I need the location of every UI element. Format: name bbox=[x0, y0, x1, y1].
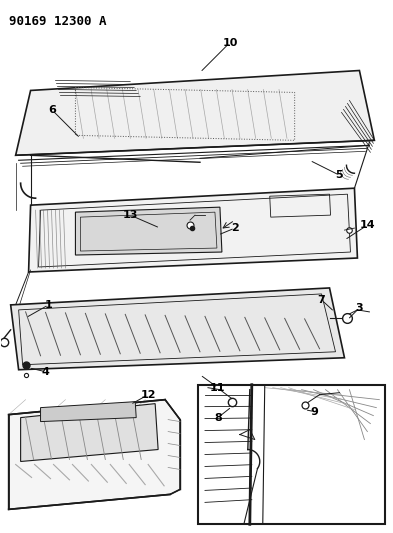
Polygon shape bbox=[20, 403, 158, 462]
Text: 9: 9 bbox=[310, 407, 318, 417]
Polygon shape bbox=[40, 402, 136, 422]
Polygon shape bbox=[29, 188, 357, 272]
Text: 11: 11 bbox=[210, 383, 226, 393]
Text: 5: 5 bbox=[336, 170, 343, 180]
Text: 10: 10 bbox=[222, 38, 238, 47]
Text: 2: 2 bbox=[231, 223, 239, 233]
Polygon shape bbox=[11, 288, 345, 370]
Text: 3: 3 bbox=[356, 303, 363, 313]
Text: 8: 8 bbox=[214, 413, 222, 423]
Text: 12: 12 bbox=[140, 390, 156, 400]
Text: 90169 12300 A: 90169 12300 A bbox=[9, 15, 106, 28]
Text: 14: 14 bbox=[360, 220, 375, 230]
Polygon shape bbox=[75, 207, 222, 255]
Text: 7: 7 bbox=[318, 295, 325, 305]
Text: 4: 4 bbox=[42, 367, 50, 377]
Bar bbox=[198, 385, 385, 524]
Polygon shape bbox=[16, 70, 375, 155]
Text: 1: 1 bbox=[45, 300, 52, 310]
Polygon shape bbox=[9, 400, 180, 510]
Text: 6: 6 bbox=[49, 106, 57, 116]
Text: 13: 13 bbox=[123, 210, 138, 220]
